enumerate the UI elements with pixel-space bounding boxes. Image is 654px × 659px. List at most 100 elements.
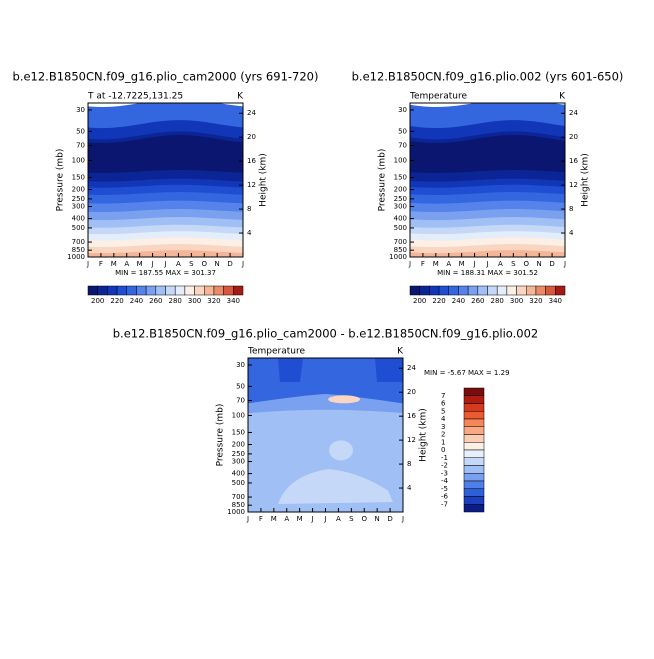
colorbar-label: 7	[441, 392, 445, 400]
contours	[88, 103, 243, 257]
y-tick-label: 150	[72, 173, 85, 181]
panel-title: b.e12.B1850CN.f09_g16.plio_cam2000 (yrs …	[13, 70, 319, 84]
colorbar-box	[496, 285, 508, 296]
colorbar-box	[223, 285, 234, 296]
x-tick-label: J	[473, 260, 476, 268]
colorbar-box	[463, 411, 485, 420]
y-tick-label: 100	[72, 156, 85, 164]
y-tick-label: 70	[236, 397, 245, 405]
y2-tick-label: 12	[247, 181, 256, 189]
y-tick-label: 300	[394, 203, 407, 211]
colorbar-box	[463, 434, 485, 443]
contours	[410, 103, 565, 257]
x-tick-label: M	[137, 260, 143, 268]
colorbar-box	[463, 403, 485, 412]
y-axis-label: Pressure (mb)	[216, 404, 226, 467]
colorbar-box	[506, 285, 517, 296]
y2-tick-label: 16	[407, 412, 416, 420]
y-tick-label: 500	[394, 224, 407, 232]
y2-tick-label: 16	[569, 157, 578, 165]
y-tick-label: 30	[76, 106, 85, 114]
colorbar-label: 340	[549, 297, 562, 305]
y-tick-label: 250	[394, 195, 407, 203]
colorbar-box	[463, 457, 485, 466]
colorbar-box	[477, 285, 488, 296]
y-tick-label: 200	[394, 186, 407, 194]
x-tick-label: J	[241, 260, 244, 268]
x-tick-label: D	[227, 260, 232, 268]
y2-tick-label: 8	[569, 205, 573, 213]
y-tick-label: 300	[72, 203, 85, 211]
x-tick-label: J	[323, 515, 326, 523]
colorbar-box	[463, 504, 485, 513]
y-tick-label: 1000	[389, 253, 407, 261]
x-tick-label: J	[408, 260, 411, 268]
colorbar-box	[463, 387, 485, 396]
y2-tick-label: 8	[247, 205, 251, 213]
x-tick-label: J	[563, 260, 566, 268]
x-tick-label: O	[201, 260, 207, 268]
y2-axis-label: Height (km)	[581, 153, 591, 207]
x-tick-label: J	[485, 260, 488, 268]
x-tick-label: J	[163, 260, 166, 268]
colorbar-box	[535, 285, 546, 296]
x-tick-label: N	[375, 515, 380, 523]
colorbar-label: -2	[441, 462, 448, 470]
y-tick-label: 500	[72, 224, 85, 232]
colorbar-box	[463, 465, 485, 474]
colorbar-label: 300	[188, 297, 201, 305]
stats: MIN = 187.55 MAX = 301.37	[115, 269, 216, 277]
y2-tick-label: 8	[407, 460, 411, 468]
colorbar-box	[136, 285, 147, 296]
colorbar-box	[213, 285, 224, 296]
colorbar-label: 240	[130, 297, 143, 305]
colorbar-box	[467, 285, 479, 296]
colorbar-label: 220	[432, 297, 445, 305]
colorbar-box	[526, 285, 537, 296]
colorbar-label: 340	[227, 297, 240, 305]
colorbar-label: 260	[149, 297, 162, 305]
colorbar-box	[419, 285, 430, 296]
y-tick-label: 200	[232, 441, 245, 449]
x-tick-label: M	[297, 515, 303, 523]
y-tick-label: 850	[394, 246, 407, 254]
colorbar-label: 280	[491, 297, 504, 305]
y-tick-label: 50	[236, 382, 245, 390]
y-tick-label: 700	[394, 238, 407, 246]
colorbar-label: 280	[169, 297, 182, 305]
x-tick-label: N	[215, 260, 220, 268]
colorbar-label: 1	[441, 438, 445, 446]
colorbar-box	[463, 442, 485, 451]
left-label: Temperature	[409, 92, 467, 102]
colorbar-box	[463, 449, 485, 458]
y-tick-label: 1000	[227, 508, 245, 516]
colorbar-label: 2	[441, 431, 445, 439]
colorbar-box	[516, 285, 527, 296]
colorbar-box	[463, 480, 485, 489]
right-label: K	[237, 92, 244, 102]
colorbar-box	[204, 285, 215, 296]
colorbar-label: 4	[441, 415, 446, 423]
stats: MIN = -5.67 MAX = 1.29	[424, 369, 510, 377]
y-tick-label: 400	[394, 215, 407, 223]
y2-tick-label: 24	[247, 109, 256, 117]
x-tick-label: J	[151, 260, 154, 268]
colorbar-label: -7	[441, 500, 448, 508]
colorbar-box	[409, 285, 420, 296]
colorbar-label: 200	[413, 297, 426, 305]
y2-tick-label: 20	[569, 133, 578, 141]
colorbar-box	[97, 285, 108, 296]
x-tick-label: M	[433, 260, 439, 268]
y-tick-label: 850	[232, 501, 245, 509]
y-tick-label: 70	[76, 142, 85, 150]
colorbar-label: 220	[110, 297, 123, 305]
y2-tick-label: 4	[407, 484, 412, 492]
colorbar-label: 320	[529, 297, 542, 305]
x-tick-label: J	[311, 515, 314, 523]
colorbar-label: 5	[441, 407, 445, 415]
y-tick-label: 150	[394, 173, 407, 181]
x-tick-label: J	[246, 515, 249, 523]
y2-tick-label: 20	[407, 388, 416, 396]
right-label: K	[397, 347, 404, 357]
